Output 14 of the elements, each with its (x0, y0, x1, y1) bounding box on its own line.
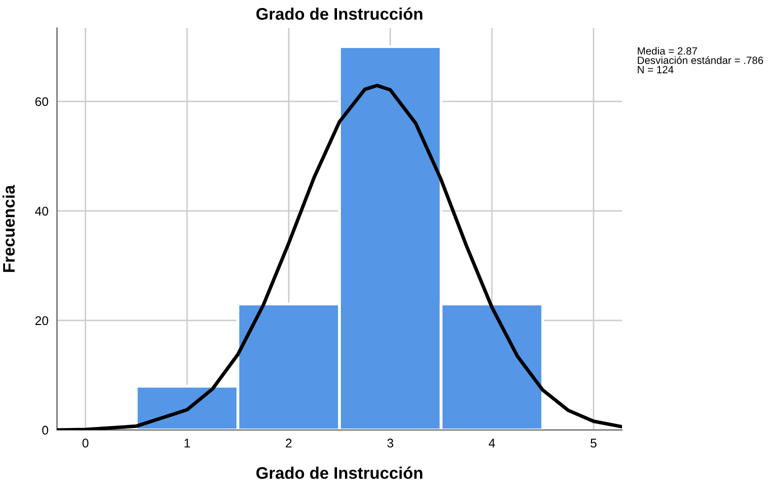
x-tick-label: 4 (488, 438, 496, 448)
y-tick-label: 40 (35, 206, 48, 216)
y-tick-label: 0 (42, 426, 48, 435)
y-tick-label: 60 (35, 97, 48, 106)
y-tick-label: 20 (35, 316, 48, 326)
x-tick-label: 1 (184, 438, 190, 448)
x-tick-label: 0 (82, 438, 88, 448)
x-axis-title: Grado de Instrucción (256, 466, 422, 479)
x-tick-label: 5 (590, 438, 596, 448)
chart-title: Grado de Instrucción (256, 7, 422, 20)
text: Media = 2.87 Desviación estándar = .786 N = 124 (638, 47, 764, 74)
x-tick-label: 2 (286, 438, 292, 448)
x-tick-label: 3 (387, 438, 394, 448)
y-axis-title: Frecuencia (2, 184, 15, 272)
